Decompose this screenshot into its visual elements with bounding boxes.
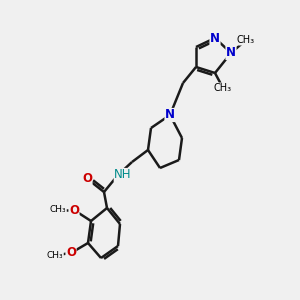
Text: NH: NH (114, 169, 132, 182)
Text: CH₃: CH₃ (47, 250, 63, 260)
Text: N: N (165, 109, 175, 122)
Text: O: O (69, 203, 79, 217)
Text: CH₃: CH₃ (214, 83, 232, 93)
Text: CH₃: CH₃ (50, 206, 66, 214)
Text: CH₃: CH₃ (237, 35, 255, 45)
Text: N: N (210, 32, 220, 44)
Text: O: O (66, 247, 76, 260)
Text: N: N (226, 46, 236, 59)
Text: O: O (82, 172, 92, 184)
